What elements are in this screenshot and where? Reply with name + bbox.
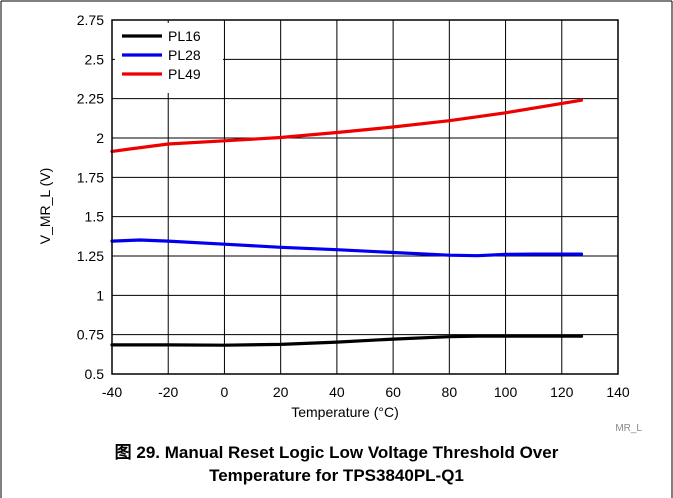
y-tick-label: 2 (96, 130, 104, 146)
x-axis-label: Temperature (°C) (291, 404, 399, 420)
y-tick-label: 1 (96, 287, 104, 303)
legend: PL16 PL28 PL49 (115, 23, 223, 93)
x-tick-label: -20 (158, 384, 178, 400)
series-line-pl49 (110, 98, 584, 153)
x-tick-label: 100 (494, 384, 518, 400)
legend-label-pl16: PL16 (168, 28, 201, 44)
figure-caption-line-1: 图 29. Manual Reset Logic Low Voltage Thr… (114, 443, 559, 462)
x-tick-labels: -40 -20 0 20 40 60 80 100 120 140 (102, 384, 630, 400)
y-tick-label: 1.5 (85, 209, 105, 225)
y-tick-label: 2.75 (77, 12, 104, 28)
x-tick-label: 20 (273, 384, 289, 400)
y-tick-label: 2.5 (85, 51, 105, 67)
x-tick-label: 80 (442, 384, 458, 400)
figure-caption-line-2: Temperature for TPS3840PL-Q1 (209, 466, 464, 485)
y-tick-label: 0.5 (85, 366, 105, 382)
y-tick-labels: 0.5 0.75 1 1.25 1.5 1.75 2 2.25 2.5 2.75 (77, 12, 104, 382)
x-tick-label: 40 (329, 384, 345, 400)
legend-label-pl49: PL49 (168, 66, 201, 82)
series-line-pl28 (110, 238, 584, 258)
series-line-pl16 (110, 334, 584, 347)
x-tick-label: 120 (550, 384, 574, 400)
watermark-label: MR_L (615, 423, 642, 434)
legend-label-pl28: PL28 (168, 47, 201, 63)
y-tick-label: 2.25 (77, 91, 104, 107)
plot-area-border (111, 19, 619, 375)
x-tick-label: -40 (102, 384, 122, 400)
y-tick-label: 1.75 (77, 169, 104, 185)
series-lines (110, 98, 584, 347)
x-tick-label: 60 (385, 384, 401, 400)
x-tick-label: 140 (606, 384, 630, 400)
y-tick-label: 0.75 (77, 327, 104, 343)
y-tick-label: 1.25 (77, 248, 104, 264)
x-tick-label: 0 (221, 384, 229, 400)
y-axis-label: V_MR_L (V) (37, 168, 53, 245)
